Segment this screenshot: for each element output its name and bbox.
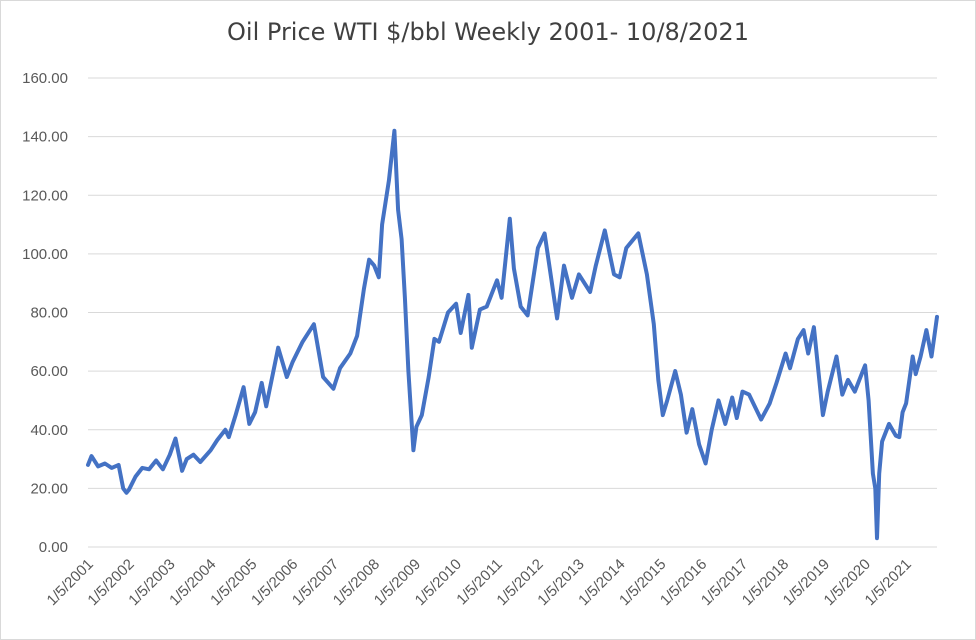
y-tick-label: 40.00 xyxy=(30,422,68,439)
y-tick-label: 0.00 xyxy=(39,539,68,556)
y-tick-label: 20.00 xyxy=(30,480,68,497)
y-tick-label: 60.00 xyxy=(30,363,68,380)
y-tick-label: 120.00 xyxy=(22,187,68,204)
chart-title: Oil Price WTI $/bbl Weekly 2001- 10/8/20… xyxy=(227,18,749,46)
y-tick-label: 140.00 xyxy=(22,129,68,146)
y-tick-label: 100.00 xyxy=(22,246,68,263)
y-tick-label: 80.00 xyxy=(30,305,68,322)
series-line-wti xyxy=(86,128,939,541)
y-tick-label: 160.00 xyxy=(22,70,68,87)
